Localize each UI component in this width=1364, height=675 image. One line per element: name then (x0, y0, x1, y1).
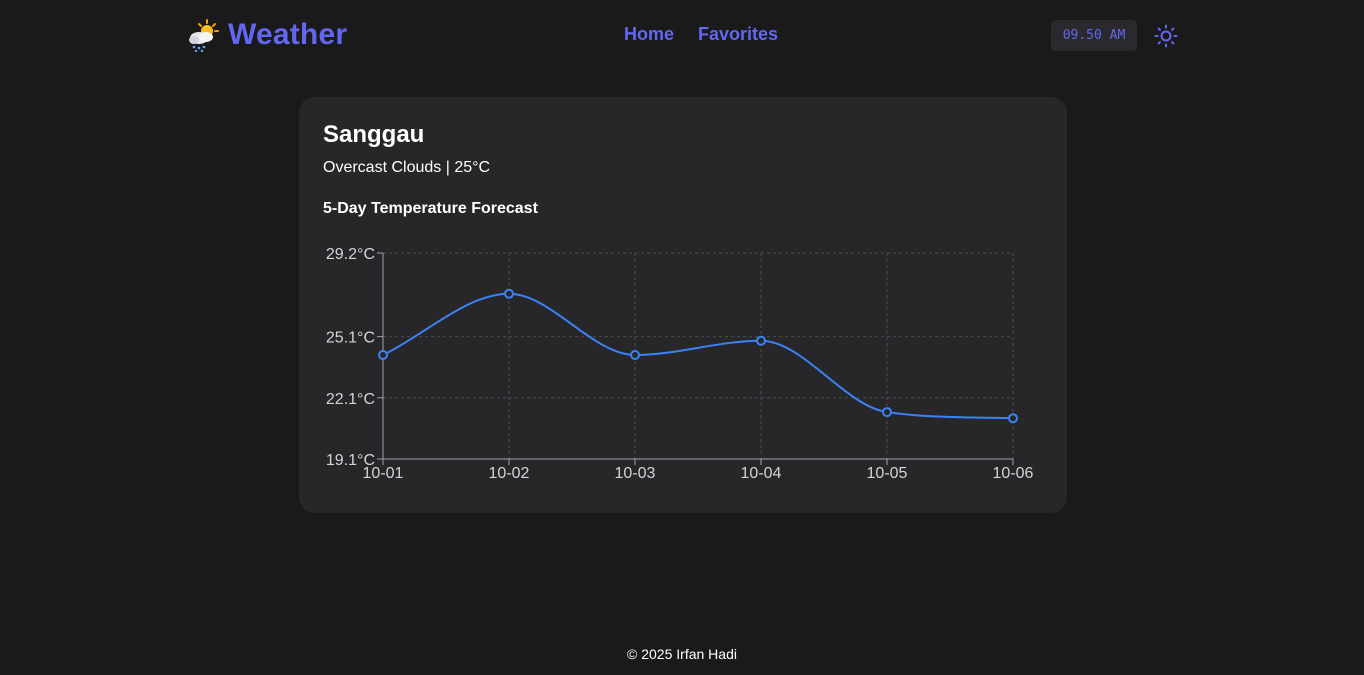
forecast-title: 5-Day Temperature Forecast (323, 200, 538, 217)
temperature-line-chart: 19.1°C 22.1°C 25.1°C 29.2°C 10-01 10-02 10-03 1… (326, 246, 1034, 482)
temperature-point (882, 407, 892, 418)
brand-link[interactable]: Weather (186, 18, 347, 52)
main-nav: Home Favorites (624, 24, 778, 45)
temperature-point (1008, 413, 1018, 424)
chart-series (378, 288, 1018, 424)
y-tick-label: 22.1°C (326, 391, 375, 408)
weather-card: Sanggau Overcast Clouds | 25°C 5-Day Tem… (299, 97, 1067, 513)
temperature-line (382, 292, 1014, 420)
x-tick-label: 10-04 (741, 465, 782, 482)
y-tick-label: 29.2°C (326, 246, 375, 263)
x-tick-label: 10-02 (489, 465, 530, 482)
brand-title: Weather (228, 18, 348, 51)
city-name: Sanggau (323, 121, 425, 148)
clock-display: 09.50 AM (1051, 20, 1137, 51)
header: Weather Home Favorites 09.50 AM (0, 0, 1364, 72)
temperature-point (756, 335, 766, 346)
x-tick-label: 10-05 (867, 465, 908, 482)
nav-link-favorites[interactable]: Favorites (698, 24, 779, 44)
x-tick-label: 10-06 (993, 465, 1034, 482)
chart-tick-labels: 19.1°C 22.1°C 25.1°C 29.2°C 10-01 10-02 10-03 1… (326, 246, 1034, 482)
sun-icon (1154, 24, 1178, 48)
current-condition: Overcast Clouds | 25°C (323, 159, 491, 176)
y-tick-label: 19.1°C (326, 452, 375, 469)
chart-grid (383, 252, 1014, 459)
sun-behind-rain-cloud-icon (189, 19, 219, 52)
x-tick-label: 10-01 (363, 465, 404, 482)
theme-toggle-button[interactable] (1153, 23, 1179, 49)
temperature-point (504, 288, 514, 299)
temperature-point (378, 349, 388, 360)
temperature-point (630, 349, 640, 360)
footer-copyright: © 2025 Irfan Hadi (627, 646, 737, 662)
y-tick-label: 25.1°C (326, 330, 375, 347)
chart-axes (377, 252, 1014, 465)
x-tick-label: 10-03 (615, 465, 656, 482)
nav-link-home[interactable]: Home (624, 24, 675, 44)
